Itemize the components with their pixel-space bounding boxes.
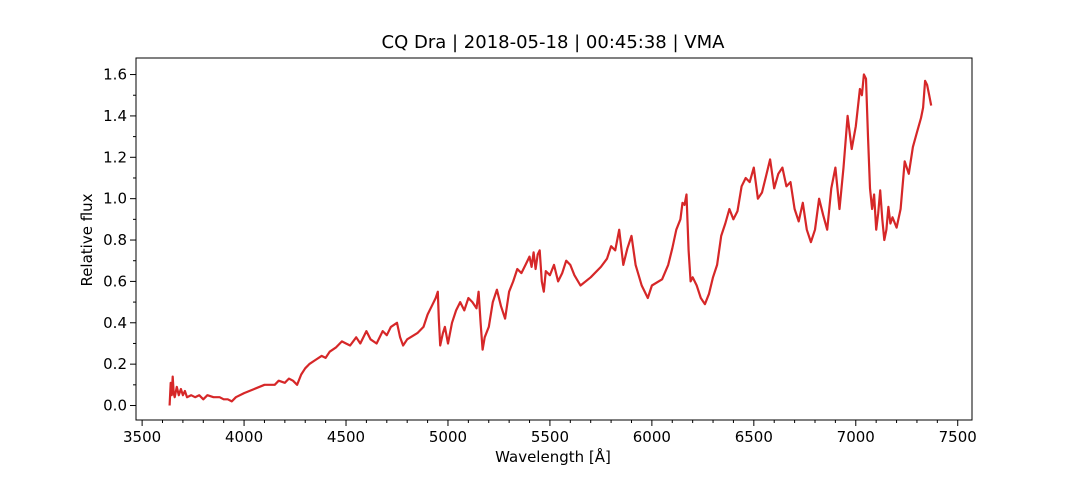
x-tick-label: 5000 [429,428,467,446]
x-tick-label: 6500 [735,428,773,446]
y-tick-label: 0.0 [103,397,127,415]
x-axis-ticks: 3500 4000 4500 5000 5500 6000 6500 7000 7500 [123,420,977,446]
x-tick-label: 7000 [837,428,875,446]
y-tick-label: 0.2 [103,355,127,373]
x-tick-label: 5500 [531,428,569,446]
y-tick-label: 0.4 [103,314,127,332]
y-tick-label: 1.2 [103,148,127,166]
y-tick-label: 0.6 [103,272,127,290]
y-tick-label: 1.0 [103,190,127,208]
x-tick-label: 7500 [939,428,977,446]
y-tick-label: 1.4 [103,107,127,125]
y-axis-label: Relative flux [78,193,96,286]
y-tick-label: 1.6 [103,66,127,84]
chart-title: CQ Dra | 2018-05-18 | 00:45:38 | VMA [382,32,726,53]
x-axis-label: Wavelength [Å] [495,447,611,466]
y-axis-ticks: 0.0 0.2 0.4 0.6 0.8 1.0 1.2 1.4 1.6 [103,66,136,415]
plot-frame [135,57,973,421]
x-tick-label: 6000 [633,428,671,446]
y-tick-label: 0.8 [103,231,127,249]
spectrum-line [168,73,933,406]
x-tick-label: 4500 [327,428,365,446]
x-tick-label: 3500 [123,428,161,446]
x-tick-label: 4000 [225,428,263,446]
